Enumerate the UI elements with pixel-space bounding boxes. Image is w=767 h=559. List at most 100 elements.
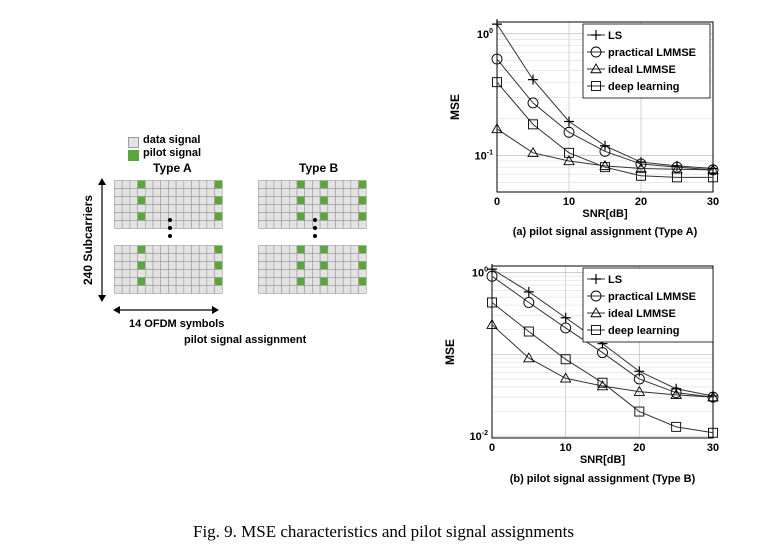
pilot-cell (214, 180, 223, 189)
data-cell (312, 196, 321, 205)
series-line (496, 81, 713, 178)
data-cell (152, 245, 161, 254)
data-cell (206, 285, 215, 294)
marker-circle (491, 53, 503, 65)
data-cell (258, 204, 267, 213)
data-cell (137, 253, 146, 262)
marker-plus (523, 286, 534, 297)
data-cell (342, 220, 352, 229)
plot-frame (491, 265, 714, 439)
pilot-cell (214, 261, 223, 270)
data-cell (312, 180, 321, 189)
marker-square (591, 81, 601, 91)
data-cell (160, 277, 169, 286)
pilot-cell (319, 212, 329, 221)
data-cell (175, 253, 185, 262)
legend-entry: deep learning (608, 325, 680, 337)
data-cell (198, 269, 208, 278)
data-cell (265, 220, 275, 229)
data-cell (265, 204, 275, 213)
data-cell (350, 269, 359, 278)
marker-plus (591, 30, 601, 40)
data-cell (288, 204, 298, 213)
marker-plus (634, 366, 645, 377)
x-tick-label: 0 (489, 442, 495, 454)
data-cell (342, 261, 352, 270)
marker-triangle (491, 123, 503, 134)
data-cell (265, 196, 275, 205)
data-cell (281, 196, 290, 205)
data-cell (121, 196, 131, 205)
legend: LS practical LMMSE ideal LMMSE deep learnin… (582, 23, 711, 99)
data-cell (273, 277, 282, 286)
x-tick-label: 10 (563, 196, 575, 208)
data-cell (312, 277, 321, 286)
data-cell (358, 204, 367, 213)
data-cell (114, 188, 123, 197)
pilot-cell (319, 180, 329, 189)
data-cell (206, 220, 215, 229)
data-cell (273, 261, 282, 270)
data-cell (327, 261, 336, 270)
pilot-cell (296, 180, 305, 189)
data-cell (175, 180, 185, 189)
data-cell (214, 204, 223, 213)
data-cell (160, 261, 169, 270)
data-cell (350, 204, 359, 213)
data-cell (304, 269, 313, 278)
data-cell (114, 196, 123, 205)
series-deep-learning (492, 77, 718, 183)
data-cell (206, 253, 215, 262)
data-cell (129, 269, 138, 278)
legend-entry: practical LMMSE (608, 47, 696, 59)
data-cell (281, 188, 290, 197)
data-cell (327, 253, 336, 262)
data-cell (319, 220, 329, 229)
grid-type-a-bottom (114, 245, 223, 299)
x-tick-label: 30 (707, 442, 719, 454)
legend-entry: deep learning (608, 81, 680, 93)
data-cell (144, 180, 154, 189)
data-cell (144, 285, 154, 294)
data-cell (175, 245, 185, 254)
data-cell (175, 269, 185, 278)
type-a-label: Type A (153, 161, 192, 175)
data-cell (114, 269, 123, 278)
data-cell (198, 196, 208, 205)
data-cell (114, 285, 123, 294)
marker-circle (527, 97, 539, 109)
marker-plus (487, 264, 497, 275)
data-cell (288, 188, 298, 197)
data-cell (114, 277, 123, 286)
data-cell (191, 253, 200, 262)
data-cell (258, 220, 267, 229)
data-cell (206, 180, 215, 189)
data-cell (265, 269, 275, 278)
data-cell (273, 269, 282, 278)
marker-triangle (633, 385, 646, 396)
data-cell (121, 212, 131, 221)
x-tick-label: 20 (633, 442, 645, 454)
data-cell (304, 180, 313, 189)
data-cell (214, 188, 223, 197)
data-cell (350, 196, 359, 205)
data-cell (335, 261, 344, 270)
data-cell (288, 261, 298, 270)
data-cell (342, 180, 352, 189)
data-cell (144, 261, 154, 270)
data-cell (129, 188, 138, 197)
pilot-cell (358, 277, 367, 286)
marker-square (560, 354, 571, 365)
data-cell (304, 253, 313, 262)
data-cell (114, 212, 123, 221)
data-cell (281, 245, 290, 254)
data-cell (258, 253, 267, 262)
data-cell (350, 180, 359, 189)
marker-triangle (523, 352, 535, 363)
data-cell (265, 261, 275, 270)
data-cell (327, 277, 336, 286)
data-cell (198, 285, 208, 294)
marker-triangle (486, 318, 498, 329)
data-cell (273, 220, 282, 229)
pilot-cell (319, 196, 329, 205)
